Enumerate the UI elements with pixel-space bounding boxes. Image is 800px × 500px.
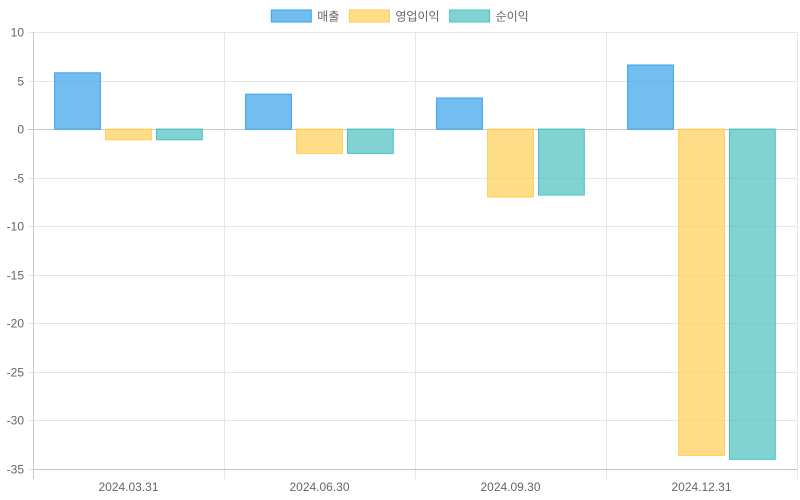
legend-item-1[interactable]: 매출 (270, 9, 339, 24)
y-tick-label: 10 (11, 26, 25, 40)
y-tick-label: -25 (7, 366, 25, 380)
legend-swatch (270, 9, 312, 23)
y-tick-label: -35 (7, 463, 25, 477)
bar-3-2024-12-31[interactable] (729, 128, 776, 460)
bar-2-2024-06-30[interactable] (296, 128, 343, 154)
x-tick-label: 2024.12.31 (671, 480, 731, 494)
y-tick-label: -5 (13, 172, 24, 186)
y-tick-label: -10 (7, 220, 25, 234)
bars-layer (54, 64, 776, 460)
legend[interactable]: 매출 영업이익 순이익 (270, 9, 529, 24)
legend-label: 영업이익 (395, 10, 439, 24)
bar-2-2024-12-31[interactable] (678, 128, 725, 456)
bar-1-2024-12-31[interactable] (627, 64, 674, 130)
bar-1-2024-06-30[interactable] (245, 93, 292, 130)
x-tick-label: 2024.03.31 (98, 480, 158, 494)
legend-item-2[interactable]: 영업이익 (348, 9, 440, 24)
y-tick-label: -15 (7, 269, 25, 283)
axis-layer: 10 5 0 -5 -10 -15 -20 -25 -30 -35 2024.03.31 2024.0… (7, 26, 797, 494)
legend-swatch (449, 9, 491, 23)
bar-2-2024-09-30[interactable] (487, 128, 534, 198)
bar-2-2024-03-31[interactable] (105, 128, 152, 141)
legend-item-3[interactable]: 순이익 (449, 9, 529, 24)
bar-3-2024-06-30[interactable] (347, 128, 394, 154)
bar-3-2024-03-31[interactable] (156, 128, 203, 141)
y-tick-label: -20 (7, 317, 25, 331)
legend-label: 매출 (317, 10, 339, 24)
bar-1-2024-09-30[interactable] (436, 97, 483, 130)
x-tick-label: 2024.09.30 (480, 480, 540, 494)
y-tick-label: 5 (17, 75, 24, 89)
bar-1-2024-03-31[interactable] (54, 72, 101, 130)
y-tick-label: -30 (7, 414, 25, 428)
legend-swatch (348, 9, 390, 23)
bar-3-2024-09-30[interactable] (538, 128, 585, 196)
x-tick-label: 2024.06.30 (289, 480, 349, 494)
legend-label: 순이익 (496, 10, 529, 24)
y-tick-label: 0 (17, 123, 24, 137)
grid-layer (28, 32, 798, 479)
